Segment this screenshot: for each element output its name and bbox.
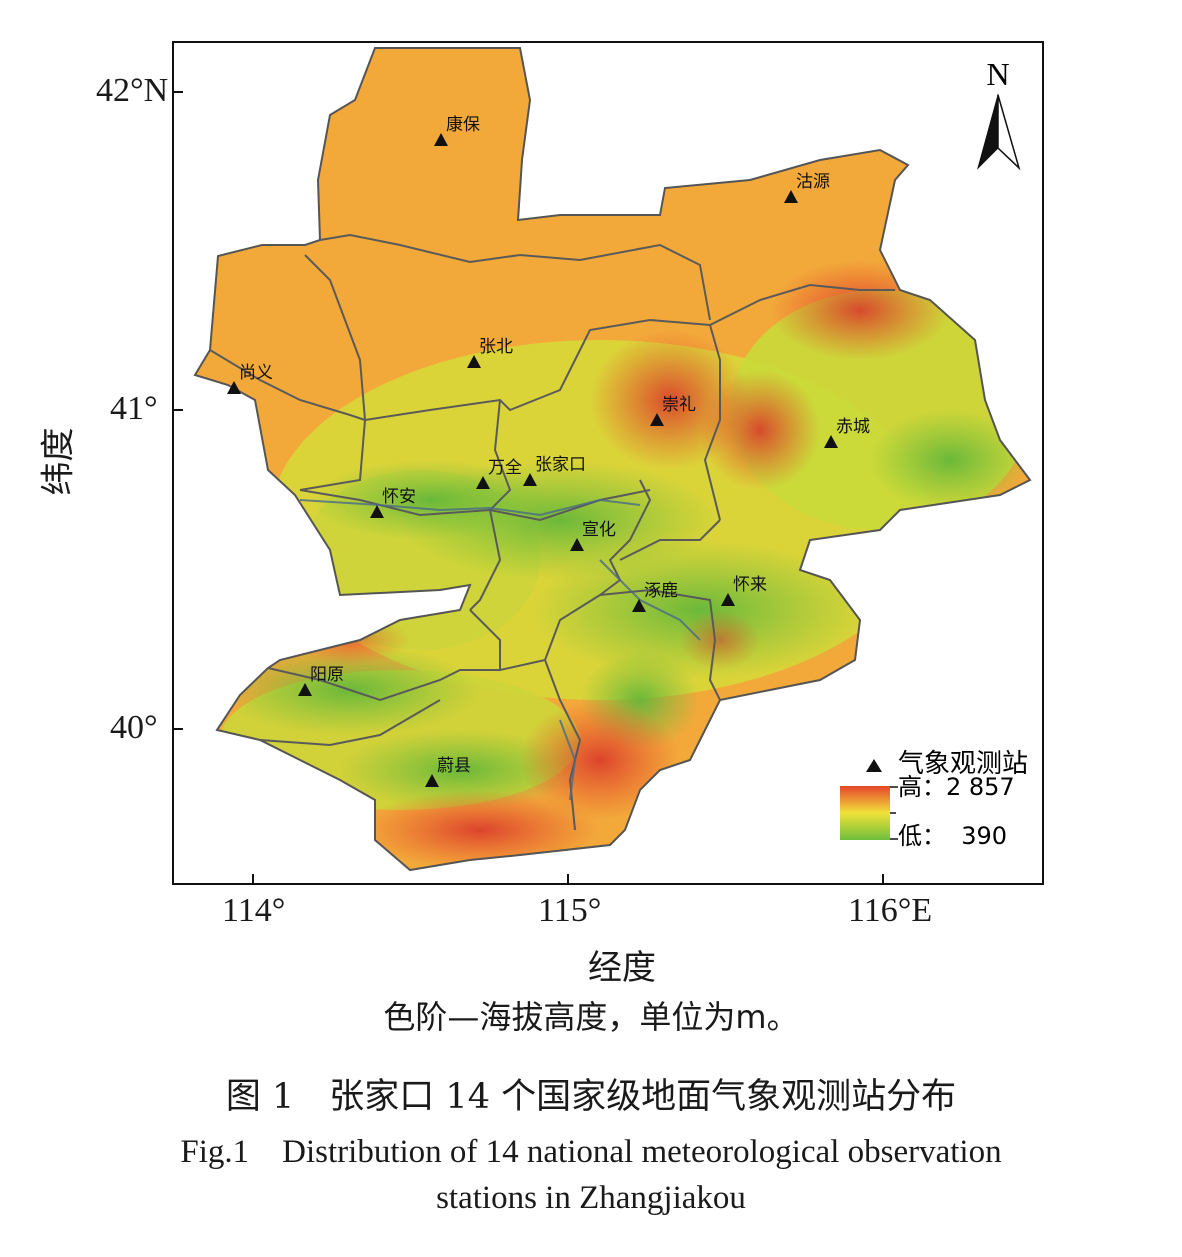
station-label: 怀安	[382, 487, 416, 507]
legend-color-ramp	[840, 786, 890, 840]
legend-station-label: 气象观测站	[898, 749, 1028, 779]
station-triangle-icon	[425, 774, 439, 787]
legend: 气象观测站 高：2 857 低： 390	[840, 749, 1028, 850]
y-axis-title: 纬度	[38, 427, 79, 496]
figure-caption-cn: 图 1 张家口 14 个国家级地面气象观测站分布	[225, 1077, 957, 1117]
legend-low-label: 低： 390	[898, 822, 1007, 850]
axis-ticks	[173, 91, 884, 884]
station-triangle-icon	[570, 538, 584, 551]
station-marker: 康保	[434, 115, 480, 146]
lon-tick-116: 116°E	[848, 892, 933, 929]
x-axis-title: 经度	[588, 948, 656, 988]
station-marker: 怀安	[370, 487, 416, 518]
lat-tick-41: 41°	[110, 390, 158, 427]
station-triangle-icon	[784, 190, 798, 203]
station-marker: 赤城	[824, 417, 870, 448]
station-triangle-icon	[467, 355, 481, 368]
station-marker: 宣化	[570, 520, 616, 551]
station-label: 尚义	[239, 363, 273, 383]
station-triangle-icon	[370, 505, 384, 518]
figure-caption-en-line1: Fig.1 Distribution of 14 national meteor…	[180, 1134, 1002, 1170]
station-triangle-icon	[227, 381, 241, 394]
station-triangle-icon	[824, 435, 838, 448]
station-marker: 涿鹿	[632, 581, 678, 612]
station-marker: 万全	[476, 458, 522, 489]
station-label: 宣化	[582, 520, 616, 540]
legend-station-icon	[866, 759, 882, 772]
station-label: 张北	[479, 337, 513, 357]
station-marker: 崇礼	[650, 395, 696, 426]
north-label: N	[986, 56, 1009, 92]
station-label: 万全	[488, 458, 522, 478]
station-marker: 沽源	[784, 172, 830, 203]
station-triangle-icon	[650, 413, 664, 426]
station-marker: 张北	[467, 337, 513, 368]
figure-caption-en-line2: stations in Zhangjiakou	[436, 1180, 746, 1216]
station-triangle-icon	[476, 476, 490, 489]
station-label: 沽源	[796, 172, 830, 192]
station-label: 涿鹿	[644, 581, 678, 601]
north-arrow: N	[977, 56, 1021, 171]
station-label: 蔚县	[437, 756, 471, 776]
station-marker: 怀来	[721, 575, 767, 606]
legend-high-label: 高：2 857	[898, 773, 1015, 801]
station-label: 康保	[446, 115, 480, 135]
station-triangle-icon	[632, 599, 646, 612]
station-label: 怀来	[733, 575, 767, 595]
station-marker: 尚义	[227, 363, 273, 394]
station-marker: 阳原	[298, 665, 344, 696]
station-triangle-icon	[434, 133, 448, 146]
station-triangle-icon	[721, 593, 735, 606]
figure-note: 色阶—海拔高度，单位为m。	[383, 998, 799, 1036]
station-marker: 张家口	[523, 455, 586, 486]
station-marker: 蔚县	[425, 756, 471, 787]
lat-tick-42: 42°N	[96, 72, 169, 109]
lon-tick-114: 114°	[222, 892, 286, 929]
rivers	[299, 498, 701, 801]
lat-tick-40: 40°	[110, 709, 158, 746]
station-triangle-icon	[523, 473, 537, 486]
station-label: 阳原	[310, 665, 344, 685]
station-label: 张家口	[535, 455, 586, 475]
station-label: 崇礼	[662, 395, 696, 415]
station-label: 赤城	[836, 417, 870, 437]
station-triangle-icon	[298, 683, 312, 696]
lon-tick-115: 115°	[538, 892, 602, 929]
